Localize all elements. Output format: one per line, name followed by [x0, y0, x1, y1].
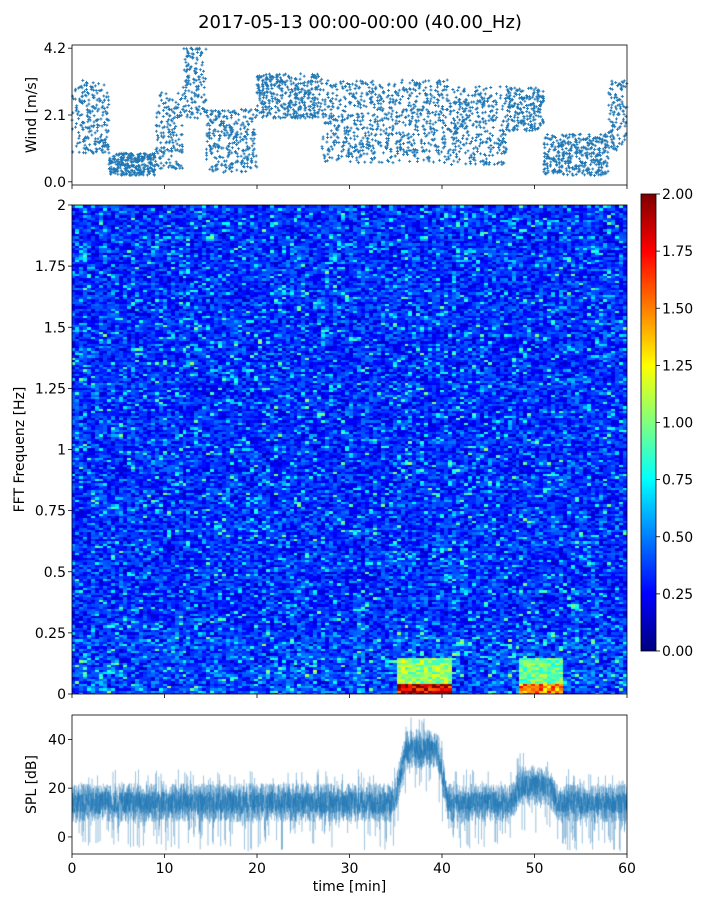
colorbar-tick-label: 1.75: [662, 244, 693, 260]
spl-ylabel: SPL [dB]: [24, 755, 40, 814]
spl-plot-frame: [71, 714, 628, 855]
spl-ytick-label: 20: [48, 781, 66, 797]
spectrogram-ytick-label: 0.75: [35, 504, 66, 520]
xtick-label: 40: [433, 861, 451, 877]
spl-ytick-label: 0: [57, 830, 66, 846]
xtick-label: 60: [618, 861, 636, 877]
wind-plot-frame: [71, 44, 628, 186]
colorbar-tick-label: 1.00: [662, 416, 693, 432]
spectrogram-ytick-label: 0.5: [44, 565, 66, 581]
colorbar-tick-label: 0.50: [662, 530, 693, 546]
spectrogram-ytick-label: 1: [57, 443, 66, 459]
spectrogram-ytick-label: 0: [57, 687, 66, 703]
xtick-label: 0: [68, 861, 77, 877]
xtick-label: 20: [248, 861, 266, 877]
x-axis-label: time [min]: [313, 879, 386, 895]
spectrogram-ytick-label: 2: [57, 198, 66, 214]
xtick-label: 30: [341, 861, 359, 877]
spectrogram-ytick-label: 1.25: [35, 381, 66, 397]
spectrogram-ytick-label: 1.75: [35, 259, 66, 275]
colorbar-tick-label: 0.00: [662, 644, 693, 660]
spectrogram-ytick-label: 1.5: [44, 320, 66, 336]
colorbar-tick-label: 1.50: [662, 301, 693, 317]
colorbar-tick-label: 1.25: [662, 358, 693, 374]
wind-ytick-label: 2.1: [44, 108, 66, 124]
xtick-label: 10: [156, 861, 174, 877]
colorbar-frame: [640, 193, 657, 652]
wind-ytick-label: 4.2: [44, 41, 66, 57]
colorbar-tick-label: 0.25: [662, 587, 693, 603]
colorbar-tick-label: 2.00: [662, 187, 693, 203]
colorbar-tick-label: 0.75: [662, 473, 693, 489]
spectrogram-ylabel: FFT Frequenz [Hz]: [12, 387, 28, 513]
xtick-label: 50: [526, 861, 544, 877]
spl-ytick-label: 40: [48, 732, 66, 748]
wind-ylabel: Wind [m/s]: [24, 77, 40, 153]
wind-ytick-label: 0.0: [44, 175, 66, 191]
spectrogram-ytick-label: 0.25: [35, 626, 66, 642]
spectrogram-frame: [71, 204, 628, 695]
